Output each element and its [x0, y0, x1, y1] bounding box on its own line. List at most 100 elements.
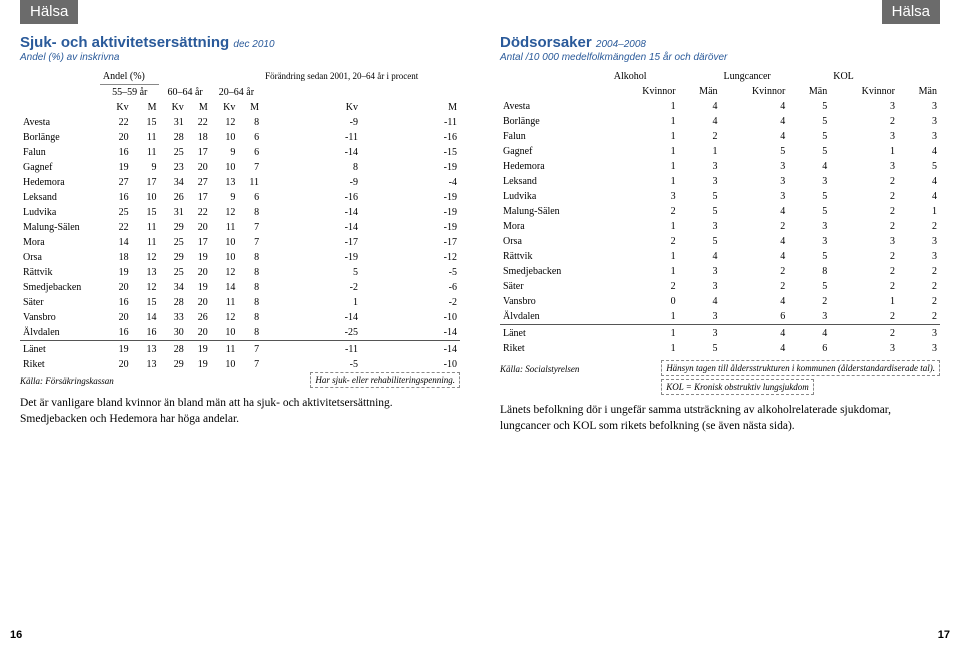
left-title-small: dec 2010	[233, 39, 274, 50]
cell: 4	[721, 129, 789, 144]
cell: 29	[159, 220, 186, 235]
row-label: Smedjebacken	[20, 280, 100, 295]
cell: 22	[100, 220, 132, 235]
cell: 2	[830, 204, 898, 219]
cell: 5	[679, 189, 721, 204]
table-row: Rättvik144523	[500, 249, 940, 264]
col-m: M	[361, 100, 460, 115]
table-row: Riket20132919107-5-10	[20, 357, 460, 372]
cell: 13	[211, 175, 239, 190]
cell: 11	[132, 130, 160, 145]
cell: -19	[361, 160, 460, 175]
cell: 1	[611, 325, 679, 342]
cell: 17	[187, 190, 211, 205]
hdr-60: 60–64 år	[159, 85, 210, 101]
cell: 5	[788, 204, 830, 219]
left-page: Hälsa Sjuk- och aktivitetsersättning dec…	[0, 0, 480, 645]
cell: 15	[132, 205, 160, 220]
cell: 2	[679, 129, 721, 144]
cell: 2	[898, 264, 940, 279]
cell: 10	[211, 325, 239, 341]
cell: 19	[187, 341, 211, 358]
cell: -9	[262, 175, 361, 190]
cell: 10	[211, 160, 239, 175]
cell: 20	[100, 280, 132, 295]
cell: 26	[187, 310, 211, 325]
cell: 4	[721, 249, 789, 264]
cell: -4	[361, 175, 460, 190]
cell: 7	[238, 341, 262, 358]
cell: 6	[788, 341, 830, 356]
sub-header: Män	[679, 84, 721, 99]
cell: 1	[611, 309, 679, 325]
cell: 2	[898, 294, 940, 309]
right-title-small: 2004–2008	[596, 39, 646, 50]
left-source: Källa: Försäkringskassan	[20, 376, 114, 386]
cell: 4	[721, 325, 789, 342]
cell: -17	[361, 235, 460, 250]
cell: 4	[721, 204, 789, 219]
cell: -5	[361, 265, 460, 280]
cell: 16	[100, 145, 132, 160]
cell: 34	[159, 280, 186, 295]
cell: -5	[262, 357, 361, 372]
cell: 1	[262, 295, 361, 310]
cell: 18	[100, 250, 132, 265]
cell: 3	[788, 174, 830, 189]
cell: 3	[679, 309, 721, 325]
cell: 5	[679, 234, 721, 249]
cell: 28	[159, 341, 186, 358]
cell: 3	[830, 99, 898, 114]
cell: -14	[262, 205, 361, 220]
cell: 10	[211, 250, 239, 265]
cell: 3	[898, 114, 940, 129]
cell: 2	[830, 249, 898, 264]
row-label: Mora	[500, 219, 611, 234]
right-subtitle: Antal /10 000 medelfolkmängden 15 år och…	[500, 52, 940, 63]
row-label: Borlänge	[20, 130, 100, 145]
cell: 2	[611, 234, 679, 249]
row-label: Säter	[20, 295, 100, 310]
hdr-55: 55–59 år	[100, 85, 160, 101]
group-header: Alkohol	[611, 69, 721, 84]
cell: 31	[159, 205, 186, 220]
cell: 2	[830, 264, 898, 279]
cell: 5	[679, 341, 721, 356]
row-label: Älvdalen	[500, 309, 611, 325]
table-row: Länet134423	[500, 325, 940, 342]
cell: 20	[187, 220, 211, 235]
table-row: Smedjebacken20123419148-2-6	[20, 280, 460, 295]
cell: 3	[788, 309, 830, 325]
cell: 3	[788, 234, 830, 249]
cell: 3	[679, 279, 721, 294]
cell: 7	[238, 235, 262, 250]
cell: 3	[679, 325, 721, 342]
cell: 29	[159, 250, 186, 265]
cell: 10	[211, 235, 239, 250]
page: Hälsa Sjuk- och aktivitetsersättning dec…	[0, 0, 960, 645]
cell: 20	[187, 265, 211, 280]
cell: 3	[679, 159, 721, 174]
cell: 9	[211, 190, 239, 205]
cell: 5	[788, 99, 830, 114]
cell: 8	[238, 310, 262, 325]
row-label: Falun	[20, 145, 100, 160]
cell: 11	[132, 235, 160, 250]
cell: 2	[830, 219, 898, 234]
cell: 11	[211, 295, 239, 310]
right-table: AlkoholLungcancerKOL KvinnorMänKvinnorMä…	[500, 69, 940, 356]
row-label: Gagnef	[500, 144, 611, 159]
table-row: Hedemora133435	[500, 159, 940, 174]
hdr-change: Förändring sedan 2001, 20–64 år i procen…	[262, 69, 460, 100]
table-row: Älvdalen136322	[500, 309, 940, 325]
table-row: Malung-Sälen22112920117-14-19	[20, 220, 460, 235]
cell: 3	[898, 129, 940, 144]
cell: 7	[238, 357, 262, 372]
cell: 11	[211, 220, 239, 235]
table-row: Smedjebacken132822	[500, 264, 940, 279]
cell: 3	[679, 219, 721, 234]
cell: 15	[132, 115, 160, 130]
cell: 1	[611, 144, 679, 159]
cell: 12	[211, 310, 239, 325]
cell: 16	[100, 325, 132, 341]
